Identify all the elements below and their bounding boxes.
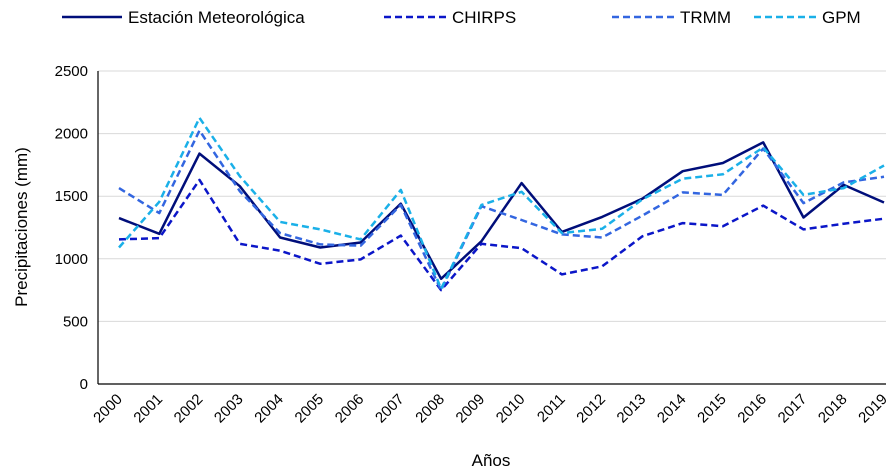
x-tick-label: 2018 [815, 391, 851, 427]
y-tick-label: 500 [63, 313, 88, 330]
x-tick-label: 2014 [654, 391, 690, 427]
y-axis-title: Precipitaciones (mm) [12, 147, 31, 307]
legend-label: Estación Meteorológica [128, 8, 305, 27]
x-tick-label: 2016 [734, 391, 770, 427]
x-tick-label: 2001 [130, 391, 166, 427]
x-tick-label: 2010 [493, 391, 529, 427]
y-tick-label: 1000 [55, 251, 88, 268]
axes [97, 71, 886, 385]
x-tick-label: 2013 [614, 391, 650, 427]
series-lines [118, 116, 885, 292]
x-tick-label: 2011 [534, 391, 569, 426]
x-tick-label: 2017 [775, 391, 811, 427]
x-tick-label: 2004 [251, 391, 287, 427]
x-tick-label: 2006 [332, 391, 368, 427]
x-tick-labels: 2000 2001 2002 2003 2004 2005 2006 2007 2008 2009… [90, 391, 891, 427]
gridlines [98, 70, 886, 322]
series-line [118, 178, 885, 292]
x-axis-title: Años [472, 451, 511, 470]
x-tick-label: 2000 [90, 391, 126, 427]
series-line [118, 129, 885, 292]
legend-label: CHIRPS [452, 8, 516, 27]
legend-label: TRMM [680, 8, 731, 27]
legend-label: GPM [822, 8, 861, 27]
x-tick-label: 2015 [694, 391, 730, 427]
y-tick-labels: 0 500 1000 1500 2000 2500 [55, 63, 88, 393]
legend: Estación Meteorológica CHIRPS TRMM GPM [62, 8, 861, 27]
y-tick-label: 2500 [55, 63, 88, 80]
series-line [118, 116, 885, 291]
x-tick-label: 2002 [171, 391, 207, 427]
y-tick-label: 1500 [55, 188, 88, 205]
x-tick-label: 2012 [573, 391, 609, 427]
y-tick-label: 0 [80, 376, 88, 393]
x-tick-label: 2008 [412, 391, 448, 427]
y-tick-label: 2000 [55, 126, 88, 143]
x-tick-label: 2007 [372, 391, 408, 427]
x-tick-label: 2009 [453, 391, 489, 427]
x-tick-label: 2003 [211, 391, 247, 427]
x-tick-label: 2005 [292, 391, 328, 427]
x-tick-label: 2019 [855, 391, 891, 427]
